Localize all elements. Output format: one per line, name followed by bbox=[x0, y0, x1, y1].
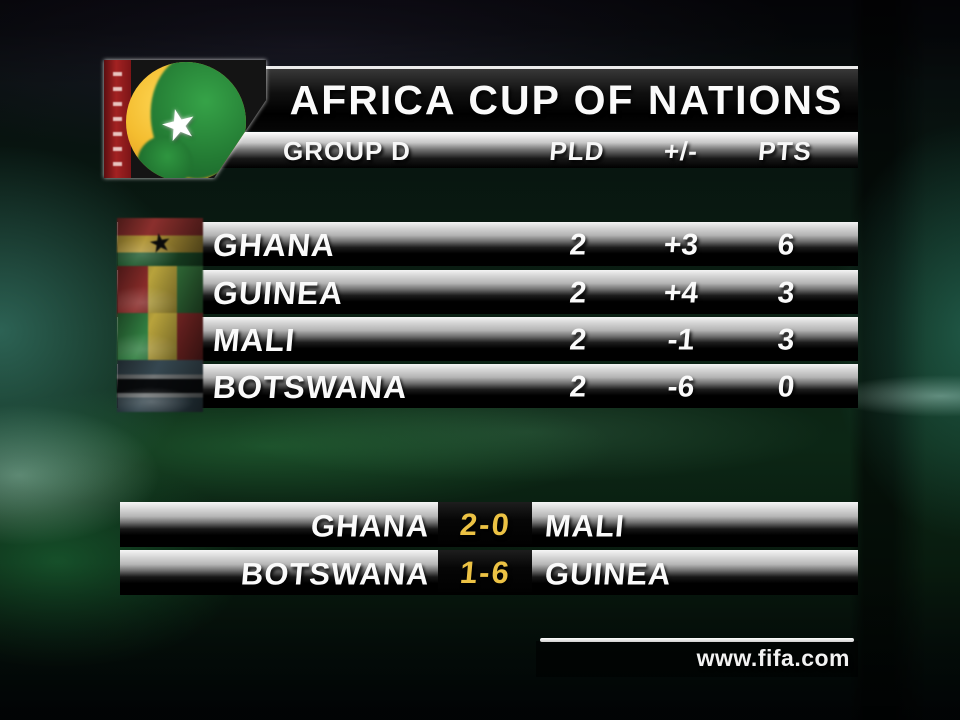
team-name: GUINEA bbox=[211, 274, 346, 311]
title-bar: AFRICA CUP OF NATIONS bbox=[203, 66, 858, 131]
column-header-points: PTS bbox=[756, 136, 814, 166]
botswana-flag-icon bbox=[117, 360, 203, 412]
played-value: 2 bbox=[568, 276, 588, 310]
table-row: MALI 2 -1 3 bbox=[117, 313, 858, 365]
score-box: 1-6 bbox=[438, 550, 532, 595]
goal-diff-value: -6 bbox=[666, 370, 696, 404]
result-row: GHANA 2-0 MALI bbox=[120, 502, 858, 547]
home-team: BOTSWANA bbox=[239, 555, 432, 591]
footer-band bbox=[536, 641, 858, 677]
team-name: GHANA bbox=[211, 226, 337, 263]
group-label: GROUP D bbox=[283, 136, 411, 166]
team-name: MALI bbox=[211, 321, 297, 358]
guinea-flag-icon bbox=[117, 266, 203, 318]
ghana-black-star-icon: ★ bbox=[145, 225, 175, 260]
played-value: 2 bbox=[568, 323, 588, 357]
team-name: BOTSWANA bbox=[211, 368, 410, 405]
ghana-flag-icon: ★ bbox=[117, 218, 203, 270]
africa-cup-logo: ★ bbox=[104, 60, 266, 178]
goal-diff-value: +3 bbox=[662, 228, 700, 262]
logo-panel-shape: ★ bbox=[104, 60, 266, 178]
points-value: 3 bbox=[776, 323, 796, 357]
home-team: GHANA bbox=[309, 507, 432, 543]
score-box: 2-0 bbox=[438, 502, 532, 547]
logo-ball-icon: ★ bbox=[126, 62, 246, 178]
mali-flag-icon bbox=[117, 313, 203, 365]
logo-strip-marks bbox=[113, 72, 122, 168]
points-value: 0 bbox=[776, 370, 796, 404]
points-value: 3 bbox=[776, 276, 796, 310]
column-header-goal-diff: +/- bbox=[662, 136, 700, 166]
played-value: 2 bbox=[568, 370, 588, 404]
column-header-played: PLD bbox=[548, 136, 606, 166]
goal-diff-value: -1 bbox=[666, 323, 696, 357]
played-value: 2 bbox=[568, 228, 588, 262]
table-row: ★ GHANA 2 +3 6 bbox=[117, 218, 858, 270]
page-title: AFRICA CUP OF NATIONS bbox=[289, 76, 844, 123]
footer-divider-line bbox=[540, 638, 854, 642]
table-header-bar: GROUP D PLD +/- PTS bbox=[209, 132, 858, 168]
score-value: 2-0 bbox=[458, 506, 512, 542]
table-row: BOTSWANA 2 -6 0 bbox=[117, 360, 858, 412]
away-team: MALI bbox=[543, 507, 627, 543]
result-row: BOTSWANA 1-6 GUINEA bbox=[120, 550, 858, 595]
score-value: 1-6 bbox=[458, 554, 512, 590]
fifa-url: www.fifa.com bbox=[696, 645, 850, 671]
table-row: GUINEA 2 +4 3 bbox=[117, 266, 858, 318]
away-team: GUINEA bbox=[543, 555, 674, 591]
goal-diff-value: +4 bbox=[662, 276, 700, 310]
points-value: 6 bbox=[776, 228, 796, 262]
